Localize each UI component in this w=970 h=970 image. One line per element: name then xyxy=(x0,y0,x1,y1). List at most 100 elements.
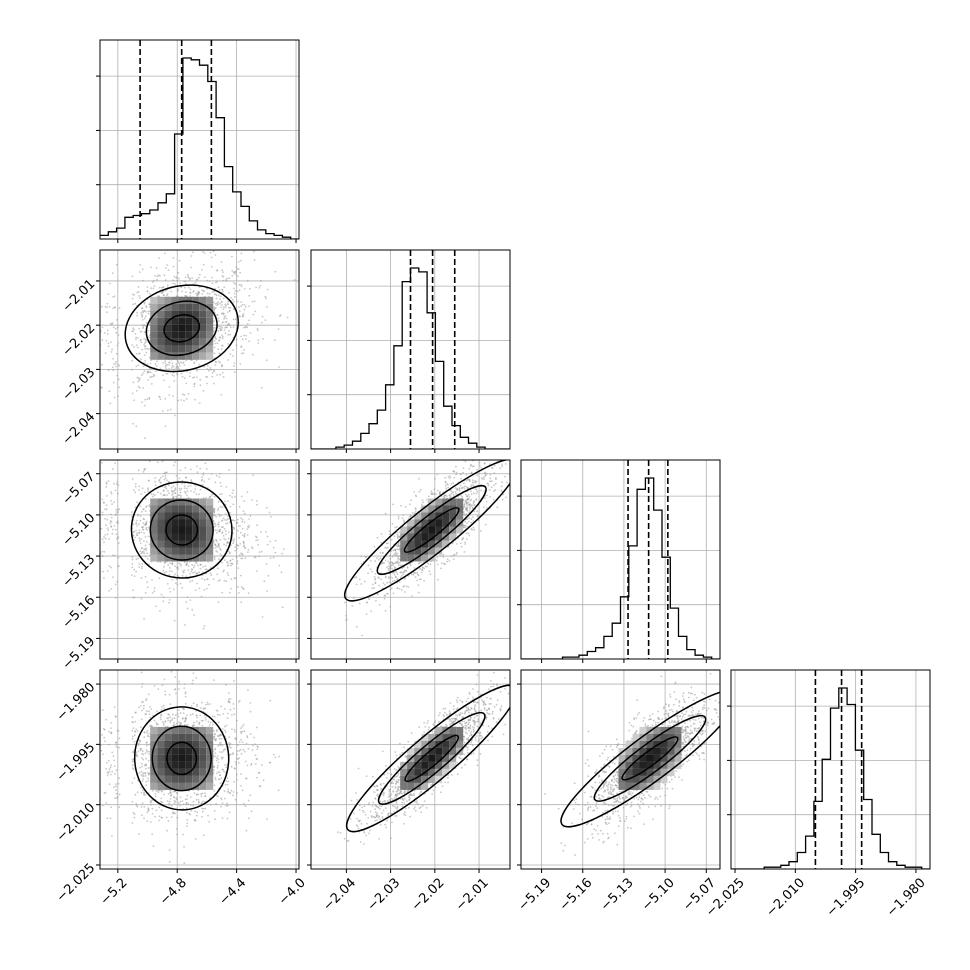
scatter-point xyxy=(117,363,120,366)
scatter-point xyxy=(393,574,396,576)
scatter-point xyxy=(215,294,218,297)
scatter-point xyxy=(465,473,468,476)
density-cell xyxy=(428,540,436,548)
density-cell xyxy=(164,296,172,304)
scatter-point xyxy=(167,719,170,722)
scatter-point xyxy=(485,500,488,503)
scatter-point xyxy=(225,580,228,583)
scatter-point xyxy=(221,532,224,535)
scatter-point xyxy=(211,282,214,285)
scatter-point xyxy=(265,563,268,565)
scatter-point xyxy=(239,362,242,365)
scatter-point xyxy=(133,346,135,348)
scatter-point xyxy=(486,494,488,497)
scatter-point xyxy=(144,555,147,558)
scatter-point xyxy=(393,535,396,538)
scatter-point xyxy=(162,475,164,478)
scatter-point xyxy=(345,614,347,617)
density-cell xyxy=(150,547,158,555)
scatter-point xyxy=(104,508,106,511)
scatter-point xyxy=(232,271,235,273)
scatter-point xyxy=(144,362,146,365)
density-cell xyxy=(178,512,186,520)
scatter-point xyxy=(390,565,393,567)
scatter-point xyxy=(221,802,224,804)
scatter-point xyxy=(358,602,361,605)
scatter-point xyxy=(106,518,109,521)
scatter-point xyxy=(390,587,393,590)
scatter-point xyxy=(137,286,140,288)
scatter-point xyxy=(138,489,141,491)
scatter-point xyxy=(397,537,399,540)
scatter-point xyxy=(105,524,107,527)
scatter-point xyxy=(386,581,388,584)
scatter-point xyxy=(212,370,215,372)
scatter-point xyxy=(163,494,165,497)
scatter-point xyxy=(417,574,420,577)
scatter-point xyxy=(195,292,197,295)
scatter-point xyxy=(455,553,458,555)
scatter-point xyxy=(91,778,93,780)
scatter-point xyxy=(210,473,213,475)
scatter-point xyxy=(223,286,226,289)
density-cell xyxy=(150,324,158,332)
scatter-point xyxy=(226,572,229,574)
scatter-point xyxy=(400,571,402,574)
scatter-point xyxy=(137,380,140,383)
scatter-point xyxy=(166,494,169,496)
density-cell xyxy=(164,505,172,513)
scatter-point xyxy=(196,278,199,281)
density-cell xyxy=(206,317,214,325)
scatter-point xyxy=(473,503,476,506)
density-cell xyxy=(157,331,165,339)
density-cell xyxy=(157,317,165,325)
density-cell xyxy=(435,519,443,527)
scatter-point xyxy=(406,567,409,569)
scatter-point xyxy=(141,526,144,529)
scatter-point xyxy=(230,587,232,590)
scatter-point xyxy=(394,554,397,557)
scatter-point xyxy=(489,496,491,498)
density-cell xyxy=(206,526,214,534)
scatter-point xyxy=(260,550,263,553)
scatter-point xyxy=(189,372,191,374)
scatter-point xyxy=(358,578,361,581)
scatter-point xyxy=(131,574,133,576)
scatter-point xyxy=(440,495,443,498)
scatter-point xyxy=(463,503,466,506)
scatter-point xyxy=(154,793,157,795)
scatter-point xyxy=(115,365,117,368)
scatter-point xyxy=(245,338,247,340)
scatter-point xyxy=(227,515,230,517)
scatter-point xyxy=(380,542,383,544)
scatter-point xyxy=(144,467,147,470)
scatter-point xyxy=(468,534,471,537)
scatter-point xyxy=(139,331,142,333)
scatter-point xyxy=(238,554,241,557)
scatter-point xyxy=(150,383,153,385)
scatter-point xyxy=(203,625,206,627)
scatter-point xyxy=(192,566,195,569)
scatter-point xyxy=(228,330,230,332)
scatter-point xyxy=(239,531,242,534)
scatter-point xyxy=(257,329,259,332)
scatter-point xyxy=(196,376,198,379)
scatter-point xyxy=(136,532,139,535)
scatter-point xyxy=(101,305,103,308)
scatter-point xyxy=(131,344,134,346)
scatter-point xyxy=(236,560,239,562)
scatter-point xyxy=(193,792,196,794)
scatter-point xyxy=(278,564,281,567)
scatter-point xyxy=(141,552,144,554)
scatter-point xyxy=(366,601,369,604)
scatter-point xyxy=(238,289,241,291)
scatter-point xyxy=(155,267,158,269)
scatter-point xyxy=(171,364,174,367)
scatter-point xyxy=(198,273,201,276)
scatter-point xyxy=(475,499,478,501)
panel-0-0 xyxy=(100,40,299,239)
scatter-point xyxy=(423,567,426,570)
scatter-point xyxy=(140,774,143,776)
scatter-point xyxy=(361,634,364,637)
scatter-point xyxy=(405,569,407,572)
